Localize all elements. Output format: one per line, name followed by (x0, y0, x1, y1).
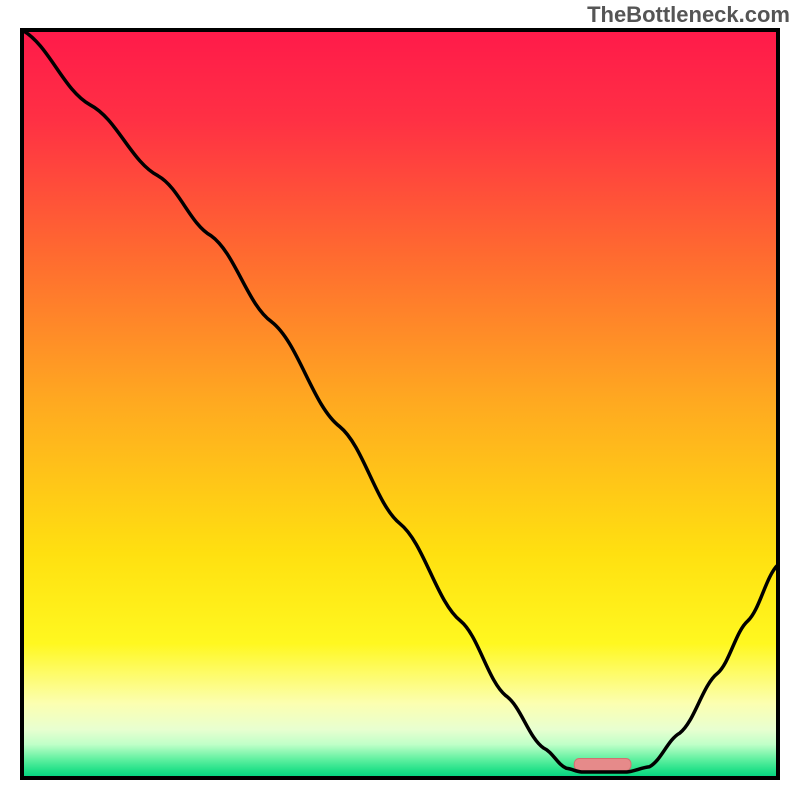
optimal-range-marker (574, 759, 631, 771)
bottleneck-chart (0, 0, 800, 800)
chart-container: TheBottleneck.com (0, 0, 800, 800)
watermark-text: TheBottleneck.com (587, 2, 790, 28)
chart-background (22, 30, 778, 778)
